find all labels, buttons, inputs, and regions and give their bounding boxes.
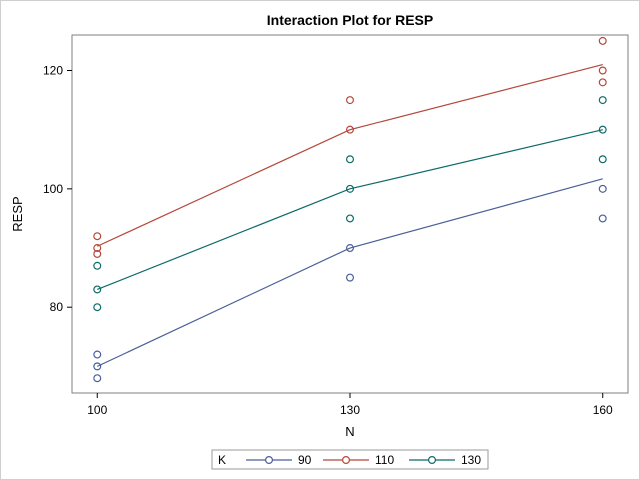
x-tick-label: 160: [593, 403, 613, 417]
data-point-110: [598, 78, 607, 87]
legend-title: K: [218, 453, 226, 467]
data-point-130: [598, 125, 607, 134]
series-line-110: [97, 64, 603, 247]
chart-title: Interaction Plot for RESP: [267, 12, 433, 28]
data-point-130: [93, 261, 102, 270]
legend-item-130: 130: [409, 453, 481, 467]
data-point-110: [598, 66, 607, 75]
series-layer: [93, 36, 607, 383]
y-tick-label: 80: [50, 300, 64, 314]
legend-label: 110: [375, 453, 394, 467]
y-tick-label: 100: [43, 182, 63, 196]
y-axis-label: RESP: [10, 196, 25, 231]
x-tick-label: 100: [87, 403, 107, 417]
legend-label: 90: [298, 453, 312, 467]
legend-swatch-marker: [265, 456, 274, 465]
legend-item-90: 90: [246, 453, 312, 467]
data-point-90: [598, 184, 607, 193]
series-line-90: [97, 178, 603, 367]
x-axis-label: N: [345, 424, 354, 439]
data-point-130: [598, 96, 607, 105]
series-110: [93, 36, 607, 258]
legend-item-110: 110: [323, 453, 394, 467]
series-130: [93, 96, 607, 312]
data-point-90: [346, 273, 355, 282]
data-point-110: [93, 249, 102, 258]
legend-label: 130: [461, 453, 481, 467]
data-point-110: [93, 232, 102, 241]
data-point-110: [346, 125, 355, 134]
legend-swatch-marker: [428, 456, 437, 465]
data-point-110: [598, 36, 607, 45]
data-point-130: [346, 214, 355, 223]
data-point-130: [93, 303, 102, 312]
series-90: [93, 178, 607, 383]
y-axis: 80 100 120: [43, 64, 72, 314]
x-axis: 100 130 160: [87, 393, 613, 417]
legend: K 90 110 130: [211, 449, 489, 470]
legend-items: 90 110 130: [246, 453, 481, 467]
data-point-90: [93, 374, 102, 383]
data-point-90: [598, 214, 607, 223]
x-tick-label: 130: [340, 403, 360, 417]
series-line-130: [97, 129, 603, 291]
data-point-110: [93, 244, 102, 253]
data-point-110: [346, 96, 355, 105]
legend-swatch-marker: [342, 456, 351, 465]
data-point-130: [346, 184, 355, 193]
data-point-130: [346, 155, 355, 164]
y-tick-label: 120: [43, 64, 63, 78]
data-point-90: [93, 362, 102, 371]
data-point-130: [598, 155, 607, 164]
data-point-130: [93, 285, 102, 294]
data-point-90: [93, 350, 102, 359]
data-point-90: [346, 244, 355, 253]
